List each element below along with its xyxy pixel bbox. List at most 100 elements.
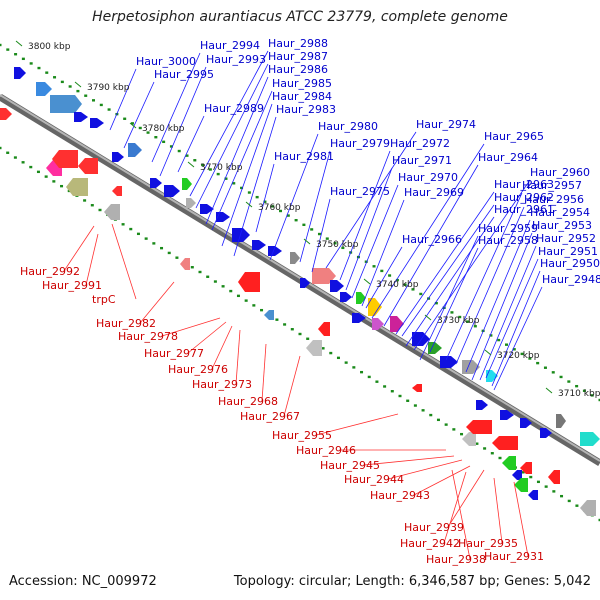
reverse-gene-label: Haur_2991 [42,279,102,292]
kbp-label: 3720 kbp [497,351,540,361]
reverse-leader [235,329,241,385]
kbp-tick [129,122,137,129]
forward-leader [429,247,479,353]
tick-dot [107,108,111,111]
forward-gene-shape [232,228,250,242]
tick-dot [444,423,448,426]
forward-gene-shape [352,313,366,323]
reverse-leader [283,355,301,417]
forward-gene-shape [390,316,404,332]
reverse-leader [413,465,471,496]
tick-dot [489,334,493,337]
tick-dot [21,57,25,61]
forward-gene-label: Haur_2951 [538,245,598,258]
forward-gene-shape [216,212,230,222]
tick-dot [333,242,337,245]
reverse-gene-label: Haur_2946 [296,444,356,457]
reverse-gene-label: Haur_2978 [118,330,178,343]
tick-dot [244,299,248,302]
tick-dot [99,103,103,107]
tick-dot [90,204,94,207]
forward-gene-shape [128,143,142,157]
tick-dot [429,413,433,417]
forward-gene-label: Haur_2994 [200,39,260,52]
tick-dot [306,337,310,340]
tick-dot [162,140,166,144]
reverse-gene-shape [502,456,516,470]
tick-dot [37,66,41,70]
tick-dot [236,294,240,298]
reverse-leader [513,481,529,557]
reverse-gene-label: Haur_2945 [320,459,380,472]
kbp-label: 3780 kbp [142,124,185,134]
reverse-leader [161,317,221,337]
forward-gene-label: Haur_2963 [494,178,554,191]
gene-features [0,67,600,516]
tick-dot [13,156,17,159]
tick-dot [123,117,127,120]
forward-gene-shape [268,246,282,256]
forward-gene-label: Haur_2969 [404,186,464,199]
forward-gene-label: Haur_2971 [392,154,452,167]
tick-dot [543,366,547,369]
kbp-tick [424,314,432,321]
topology-text: Topology: circular; Length: 6,346,587 bp… [233,574,591,589]
tick-dot [167,251,171,255]
forward-gene-label: Haur_2986 [268,63,328,76]
kbp-tick [187,161,195,168]
tick-dot [398,394,402,398]
forward-gene-label: Haur_2975 [330,185,390,198]
tick-dot [21,161,25,164]
tick-dot [193,159,197,162]
tick-dot [121,223,125,226]
tick-dot [198,270,202,274]
reverse-gene-shape [514,478,528,492]
forward-gene-label: Haur_2988 [268,37,328,50]
forward-gene-label: Haur_2954 [530,206,590,219]
tick-dot [221,285,225,288]
tick-dot [458,315,462,319]
tick-dot [559,375,563,379]
tick-dot [321,347,325,350]
forward-gene-shape [356,292,366,304]
kbp-label: 3760 kbp [258,203,301,213]
forward-leader [177,115,205,173]
tick-dot [255,195,259,199]
reverse-gene-shape [52,150,78,168]
reverse-gene-label: Haur_2943 [370,489,430,502]
reverse-leader [211,325,233,370]
forward-gene-label: Haur_2983 [276,103,336,116]
forward-gene-shape [428,342,442,354]
tick-dot [208,168,212,171]
tick-dot [60,184,64,188]
tick-dot [152,242,156,245]
reverse-gene-shape [180,258,190,270]
forward-gene-label: Haur_2981 [274,150,334,163]
reverse-gene-label: Haur_2992 [20,265,80,278]
forward-gene-label: Haur_3000 [136,55,196,68]
forward-gene-label: Haur_2953 [532,219,592,232]
tick-dot [360,370,364,374]
forward-gene-shape [300,278,310,288]
kbp-tick [74,81,82,88]
forward-leader [351,184,399,299]
tick-dot [575,504,579,507]
tick-dot [0,146,2,150]
accession-text: Accession: NC_009972 [9,574,157,589]
reverse-gene-label: Haur_2939 [404,521,464,534]
tick-dot [130,122,134,125]
forward-leader [151,52,201,163]
tick-dot [567,499,571,503]
kbp-label: 3730 kbp [437,316,480,326]
tick-dot [520,352,524,356]
reverse-gene-label: Haur_2931 [484,550,544,563]
forward-leader [491,270,541,387]
reverse-gene-shape [238,272,260,292]
forward-gene-label: Haur_2979 [330,137,390,150]
tick-dot [380,269,384,273]
reverse-gene-shape [306,340,322,356]
tick-dot [498,456,502,460]
reverse-gene-shape [66,178,88,196]
reverse-gene-label: Haur_2967 [240,410,300,423]
tick-dot [44,175,48,178]
